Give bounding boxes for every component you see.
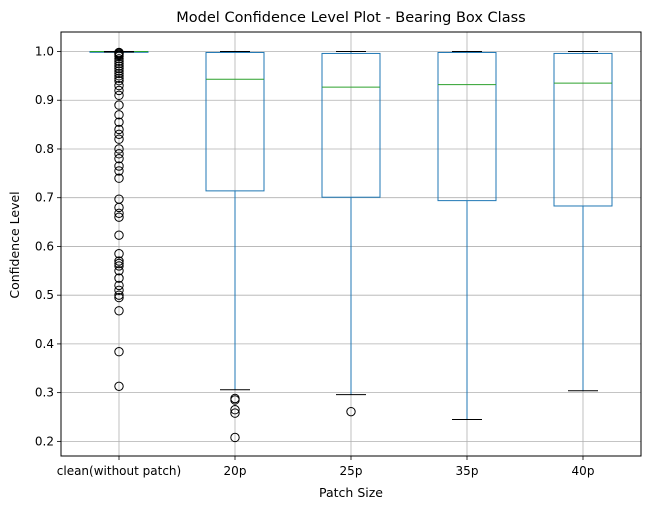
outlier-point — [114, 256, 124, 266]
axis-ticks: 0.2 0.3 0.4 0.5 0.6 0.7 0.8 0.9 1.0 clean(without… — [35, 44, 595, 478]
y-tick-label: 0.8 — [35, 142, 54, 156]
outlier-point — [114, 117, 124, 127]
y-tick-label: 0.5 — [35, 288, 54, 302]
outlier-point — [346, 406, 356, 417]
x-tick-label: clean(without patch) — [57, 464, 181, 478]
box-25p — [321, 50, 381, 417]
outlier-point — [114, 249, 124, 259]
outlier-point — [114, 173, 124, 183]
outlier-point — [114, 76, 124, 86]
y-tick-label: 0.7 — [35, 191, 54, 205]
outlier-point — [114, 63, 124, 74]
box-clean-without-patch- — [89, 47, 149, 392]
outlier-point — [114, 280, 124, 291]
outlier-point — [114, 47, 124, 58]
outlier-point — [114, 124, 124, 135]
outlier-point — [114, 166, 124, 176]
outlier-point — [114, 258, 124, 269]
outlier-point — [114, 154, 124, 164]
outlier-point — [230, 408, 240, 418]
box-series — [89, 47, 613, 443]
outlier-point — [230, 405, 240, 415]
outlier-point — [114, 100, 124, 110]
outlier-point — [114, 306, 124, 316]
outlier-point — [114, 230, 124, 240]
chart-title: Model Confidence Level Plot - Bearing Bo… — [176, 10, 525, 26]
outlier-point — [114, 381, 124, 392]
outlier-point — [114, 80, 124, 91]
outlier-point — [114, 144, 124, 154]
iqr-box — [321, 52, 381, 198]
y-tick-label: 0.9 — [35, 93, 54, 107]
outlier-point — [114, 71, 124, 81]
iqr-box — [205, 51, 265, 192]
box-35p — [437, 50, 497, 420]
outlier-point — [114, 90, 124, 101]
outlier-point — [114, 73, 124, 83]
outlier-point — [114, 54, 124, 64]
outlier-point — [114, 161, 124, 171]
outlier-point — [114, 66, 124, 76]
outlier-point — [114, 212, 124, 222]
x-tick-label: 20p — [224, 464, 247, 478]
outlier-point — [230, 395, 240, 405]
x-axis-label: Patch Size — [319, 485, 383, 500]
x-tick-label: 25p — [340, 464, 363, 478]
outlier-point — [114, 285, 124, 295]
x-tick-label: 35p — [456, 464, 479, 478]
iqr-box — [553, 52, 613, 207]
y-tick-label: 1.0 — [35, 44, 54, 58]
outlier-point — [230, 432, 240, 443]
outlier-point — [114, 149, 124, 159]
y-tick-label: 0.6 — [35, 239, 54, 253]
y-axis-label: Confidence Level — [7, 191, 22, 298]
iqr-box — [437, 51, 497, 202]
outlier-point — [114, 290, 124, 300]
outlier-point — [114, 292, 124, 303]
outlier-point — [114, 85, 124, 96]
outlier-point — [114, 129, 124, 140]
outlier-point — [114, 347, 124, 357]
outlier-point — [114, 194, 124, 204]
box-20p — [205, 50, 265, 443]
box-40p — [553, 50, 613, 392]
outlier-point — [114, 266, 124, 276]
outlier-point — [114, 273, 124, 283]
outlier-point — [114, 208, 124, 218]
y-tick-label: 0.4 — [35, 337, 54, 351]
outlier-point — [114, 134, 124, 144]
y-tick-label: 0.3 — [35, 386, 54, 400]
outlier-point — [114, 110, 124, 120]
outlier-point — [114, 261, 124, 271]
outlier-point — [114, 61, 124, 71]
outlier-point — [114, 68, 124, 79]
x-tick-label: 40p — [572, 464, 595, 478]
y-tick-label: 0.2 — [35, 434, 54, 448]
